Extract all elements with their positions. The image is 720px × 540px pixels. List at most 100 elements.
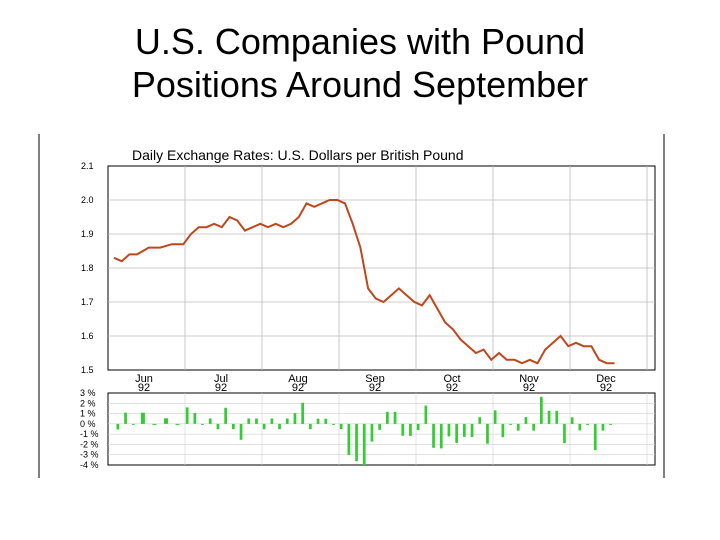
change-bar xyxy=(216,423,220,430)
change-bar xyxy=(285,418,289,424)
y-tick-label: 1.6 xyxy=(81,331,94,341)
x-tick-year: 92 xyxy=(292,382,304,394)
change-tick-label: 1 % xyxy=(80,409,96,419)
x-tick-month: Jun xyxy=(135,373,153,385)
x-tick-month: Sep xyxy=(365,373,385,385)
change-bar xyxy=(463,423,466,437)
change-bar xyxy=(152,423,157,425)
change-bar xyxy=(455,423,458,443)
change-bar xyxy=(164,418,168,424)
exchange-rate-line xyxy=(113,199,615,365)
change-bar xyxy=(355,423,358,462)
change-bar xyxy=(393,411,397,424)
change-bar xyxy=(339,423,343,429)
main-plot: Daily Exchange Rates: U.S. Dollars per B… xyxy=(81,147,656,394)
change-plot: 3 %2 %1 %0 %-1 %-2 %-3 %-4 % xyxy=(80,388,656,470)
change-bar xyxy=(201,423,204,425)
change-bar xyxy=(586,423,589,425)
slide-title: U.S. Companies with Pound Positions Arou… xyxy=(0,20,720,106)
change-bar xyxy=(131,423,135,425)
change-bar xyxy=(262,423,266,430)
change-bar xyxy=(278,423,281,430)
change-bar xyxy=(347,423,351,455)
x-tick-month: Nov xyxy=(519,373,539,385)
change-bar xyxy=(478,417,482,424)
x-tick-year: 92 xyxy=(523,382,535,394)
change-bar xyxy=(124,412,127,424)
change-bar xyxy=(540,396,543,424)
change-bar xyxy=(486,423,489,444)
change-bar xyxy=(609,423,612,425)
change-bar xyxy=(293,413,297,424)
horizontal-gridlines xyxy=(108,199,655,337)
change-bar xyxy=(208,418,212,424)
change-tick-label: 2 % xyxy=(80,398,96,408)
change-tick-label: -2 % xyxy=(80,439,99,449)
x-tick-month: Oct xyxy=(443,373,460,385)
x-tick-month: Aug xyxy=(288,373,308,385)
change-bar xyxy=(578,423,582,431)
change-bar xyxy=(524,417,528,424)
change-bar xyxy=(493,410,497,424)
y-tick-label: 1.7 xyxy=(81,297,94,307)
chart-title: Daily Exchange Rates: U.S. Dollars per B… xyxy=(132,147,463,163)
change-tick-label: -3 % xyxy=(80,450,99,460)
change-bar xyxy=(232,423,235,430)
change-bar xyxy=(409,423,412,436)
change-bar xyxy=(239,423,243,440)
change-axis-ticks: 3 %2 %1 %0 %-1 %-2 %-3 %-4 % xyxy=(80,388,99,470)
change-bar xyxy=(509,423,512,425)
change-bar xyxy=(175,423,180,425)
change-bar xyxy=(386,411,389,424)
change-bar xyxy=(470,423,474,437)
y-axis-ticks: 2.1 2.0 1.9 1.8 1.7 1.6 1.5 xyxy=(81,161,94,375)
change-bar xyxy=(516,423,520,431)
x-tick-month: Jul xyxy=(214,373,228,385)
x-tick-year: 92 xyxy=(369,382,381,394)
change-tick-label: -4 % xyxy=(80,460,99,470)
y-tick-label: 2.0 xyxy=(81,195,94,205)
change-bar xyxy=(140,412,145,424)
slide-title-line-1: U.S. Companies with Pound xyxy=(134,21,586,62)
change-bar xyxy=(324,418,328,424)
y-tick-label: 2.1 xyxy=(81,161,94,171)
change-bar xyxy=(255,418,258,424)
change-bar xyxy=(555,410,559,424)
x-tick-month: Dec xyxy=(596,373,616,385)
change-bar xyxy=(416,423,420,430)
x-tick-year: 92 xyxy=(446,382,458,394)
change-tick-label: 0 % xyxy=(80,419,96,429)
change-plot-frame xyxy=(107,392,656,466)
x-tick-year: 92 xyxy=(600,382,612,394)
change-bar xyxy=(301,402,304,424)
change-bar xyxy=(547,410,551,424)
slide-title-line-2: Positions Around September xyxy=(131,64,589,105)
change-tick-label: -1 % xyxy=(80,429,99,439)
change-bar xyxy=(601,423,605,431)
change-bar xyxy=(309,423,312,430)
change-bar xyxy=(593,423,597,451)
y-tick-label: 1.9 xyxy=(81,229,94,239)
change-bar xyxy=(532,423,535,431)
change-bar xyxy=(378,423,381,430)
x-tick-year: 92 xyxy=(138,382,150,394)
change-bar xyxy=(570,417,574,424)
change-bar xyxy=(447,423,451,437)
change-bar xyxy=(370,423,374,442)
change-tick-label: 3 % xyxy=(80,388,96,398)
change-bar xyxy=(401,423,405,436)
change-bar xyxy=(224,407,227,424)
change-bar xyxy=(432,423,435,448)
change-bar xyxy=(270,418,274,424)
change-bar xyxy=(185,407,189,424)
change-bar xyxy=(362,423,366,465)
change-bar xyxy=(116,423,120,430)
change-bar xyxy=(247,418,251,424)
change-bars xyxy=(116,396,612,465)
x-tick-year: 92 xyxy=(215,382,227,394)
y-tick-label: 1.8 xyxy=(81,263,94,273)
change-gridlines xyxy=(108,393,655,465)
change-bar xyxy=(439,423,443,449)
